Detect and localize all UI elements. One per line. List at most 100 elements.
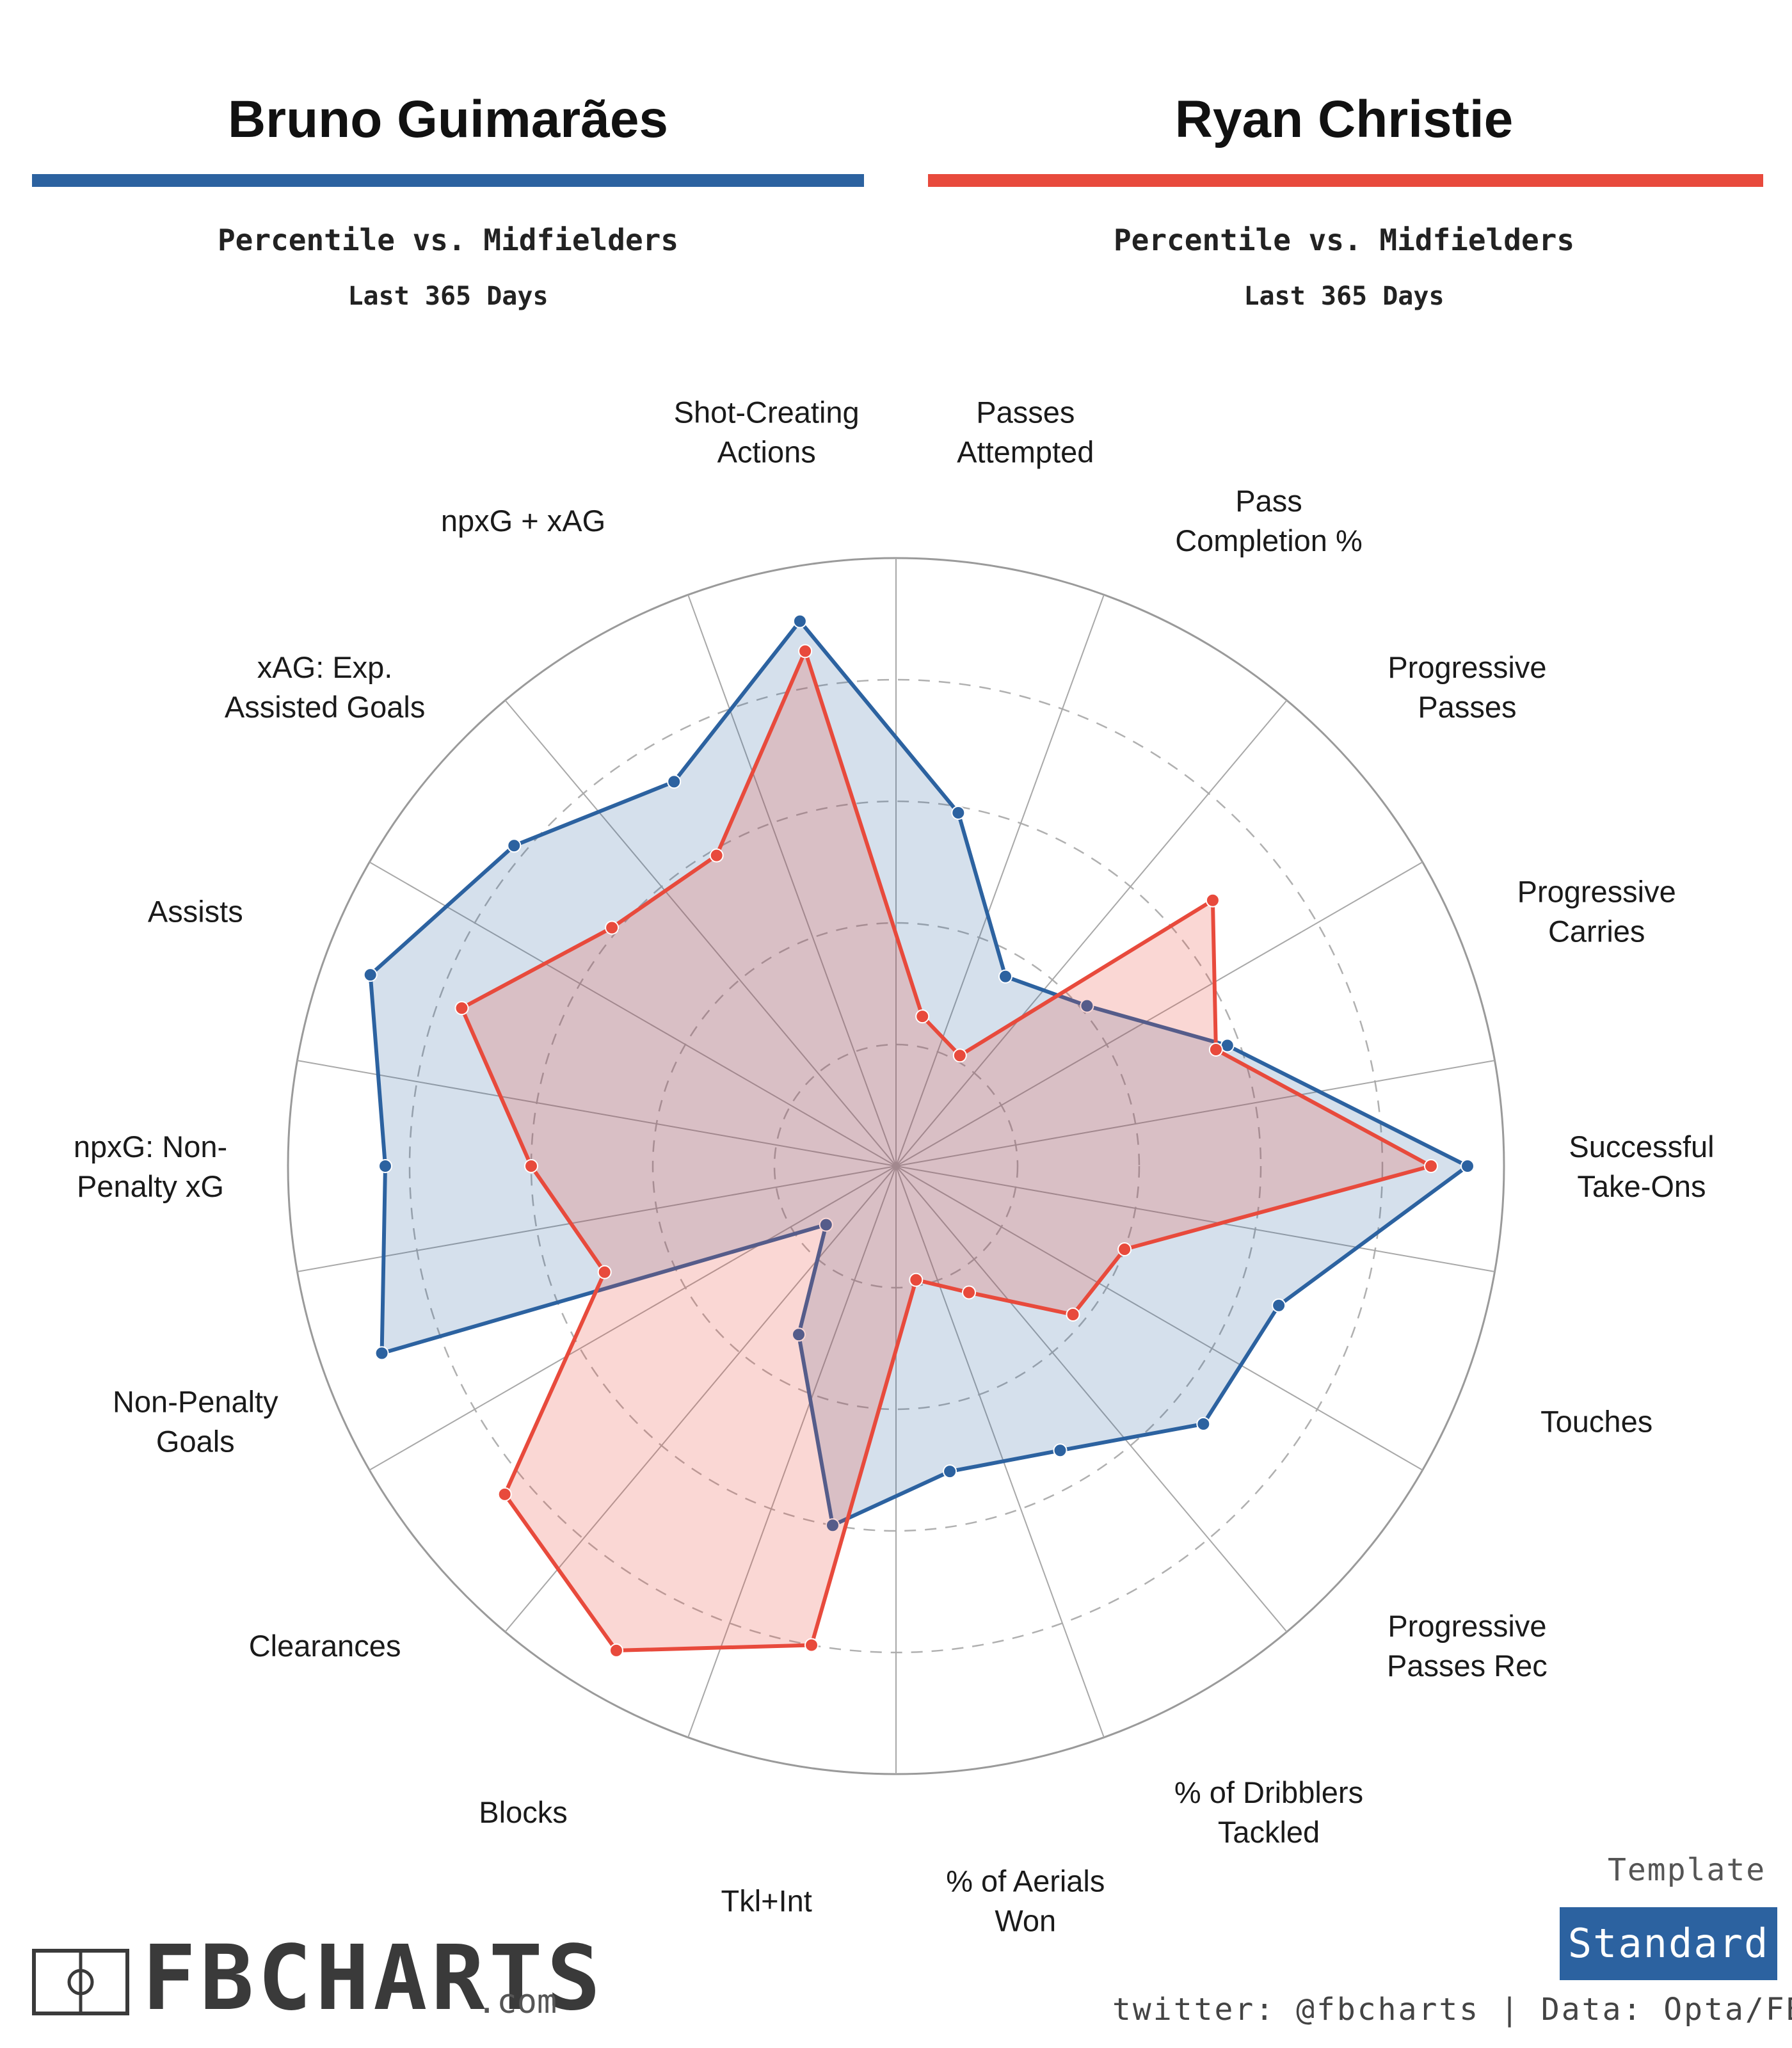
axis-label-line: Passes	[976, 396, 1075, 429]
radar-grid	[287, 557, 1505, 1775]
series-1	[363, 614, 1475, 1533]
data-point	[1053, 1443, 1068, 1458]
data-point	[1460, 1159, 1475, 1173]
axis-label: Shot-Creating Actions	[674, 396, 860, 469]
data-point	[497, 1487, 512, 1501]
axis-label: Progressive Carries	[1517, 875, 1676, 948]
axis-label: % of Dribblers Tackled	[1174, 1775, 1363, 1849]
data-point	[709, 848, 724, 863]
data-point	[1196, 1417, 1211, 1431]
radar-spoke	[504, 1165, 897, 1633]
axis-label-line: Pass	[1235, 484, 1302, 518]
data-point	[507, 838, 522, 853]
template-label: Template	[1608, 1852, 1766, 1888]
data-point	[363, 968, 378, 982]
series-2	[454, 644, 1438, 1658]
axis-label: Assists	[148, 895, 243, 929]
radar-gridline	[652, 922, 1140, 1411]
player1-period: Last 365 Days	[348, 282, 548, 311]
axis-label-line: Touches	[1540, 1405, 1652, 1439]
data-point	[1205, 893, 1220, 908]
axis-label-line: Clearances	[249, 1629, 401, 1663]
data-point	[374, 1346, 389, 1361]
axis-label-line: % of Aerials	[946, 1864, 1105, 1898]
data-point	[952, 1048, 967, 1063]
axis-label-line: Successful	[1569, 1130, 1714, 1164]
radar-spoke	[895, 594, 1105, 1167]
radar-spoke	[895, 700, 1288, 1167]
axis-label-line: npxG: Non-	[74, 1130, 227, 1164]
data-point	[915, 1009, 930, 1024]
axis-label-line: Non-Penalty	[113, 1385, 278, 1419]
logo-suffix: .com	[477, 1983, 557, 2021]
data-point	[792, 1327, 806, 1342]
axis-label-line: Tackled	[1218, 1815, 1320, 1849]
data-point	[951, 806, 966, 820]
data-point	[792, 614, 807, 628]
axis-label-line: Passes Rec	[1387, 1649, 1548, 1683]
data-point	[798, 644, 813, 659]
radar-spoke	[297, 1165, 897, 1272]
data-point	[1424, 1159, 1438, 1173]
radar-spoke	[687, 1165, 897, 1738]
radar-spoke	[504, 700, 897, 1167]
data-point	[605, 920, 620, 935]
logo-brand: FBCHARTS	[142, 1926, 605, 2031]
axis-label: Progressive Passes	[1388, 650, 1546, 724]
axis-label: Pass Completion %	[1175, 484, 1363, 557]
data-point	[597, 1265, 612, 1279]
player2-name: Ryan Christie	[1174, 90, 1514, 148]
axis-label: Successful Take-Ons	[1569, 1130, 1714, 1203]
axis-label-line: Goals	[156, 1425, 235, 1459]
player2-subtitle: Percentile vs. Midfielders	[1113, 223, 1575, 257]
radar-spoke	[895, 1165, 1495, 1272]
data-point	[1066, 1308, 1080, 1322]
axis-label: xAG: Exp. Assisted Goals	[225, 650, 425, 724]
axis-label: % of Aerials Won	[946, 1864, 1105, 1937]
player1-subtitle: Percentile vs. Midfielders	[217, 223, 679, 257]
data-point	[804, 1638, 819, 1652]
data-point	[1208, 1043, 1223, 1057]
axis-label-line: Progressive	[1388, 1609, 1546, 1643]
axis-label-line: Shot-Creating	[674, 396, 860, 429]
radar-spoke	[895, 1165, 1423, 1471]
player2-period: Last 365 Days	[1244, 282, 1444, 311]
axis-label-line: Take-Ons	[1577, 1169, 1706, 1203]
axis-label-line: Completion %	[1175, 524, 1363, 557]
axis-label: Touches	[1540, 1405, 1652, 1439]
axis-label-line: % of Dribblers	[1174, 1775, 1363, 1809]
radar-spoke	[895, 1165, 1105, 1738]
data-point	[609, 1643, 623, 1658]
axis-label-line: Passes	[1418, 690, 1516, 724]
radar-spoke	[687, 594, 897, 1167]
data-point	[454, 1001, 469, 1016]
radar-spoke	[895, 861, 1423, 1167]
radar-spoke	[895, 1165, 1288, 1633]
axis-label-line: Tkl+Int	[721, 1884, 812, 1917]
radar-spoke	[369, 1165, 897, 1471]
data-point	[378, 1159, 392, 1173]
data-point	[667, 774, 682, 789]
axis-label: Clearances	[249, 1629, 401, 1663]
template-badge: Standard	[1560, 1907, 1777, 1980]
axis-label-line: Actions	[717, 435, 816, 469]
axis-label: Blocks	[479, 1795, 567, 1829]
player2-color-bar	[928, 174, 1763, 187]
data-point	[1080, 998, 1094, 1013]
player1-color-bar	[32, 174, 864, 187]
data-point	[1117, 1242, 1132, 1256]
axis-label-line: Progressive	[1517, 875, 1676, 909]
axis-label-line: Won	[995, 1903, 1056, 1937]
data-point	[998, 969, 1012, 984]
axis-label-line: Carries	[1548, 915, 1645, 948]
data-point	[524, 1159, 538, 1173]
data-point	[943, 1464, 957, 1479]
axis-label-line: Penalty xG	[77, 1169, 224, 1203]
data-point	[962, 1285, 976, 1300]
axis-label-line: Assists	[148, 895, 243, 929]
axis-label: npxG + xAG	[441, 504, 605, 538]
axis-label-line: Blocks	[479, 1795, 567, 1829]
axis-label-line: npxG + xAG	[441, 504, 605, 538]
axis-label: Passes Attempted	[957, 396, 1094, 469]
